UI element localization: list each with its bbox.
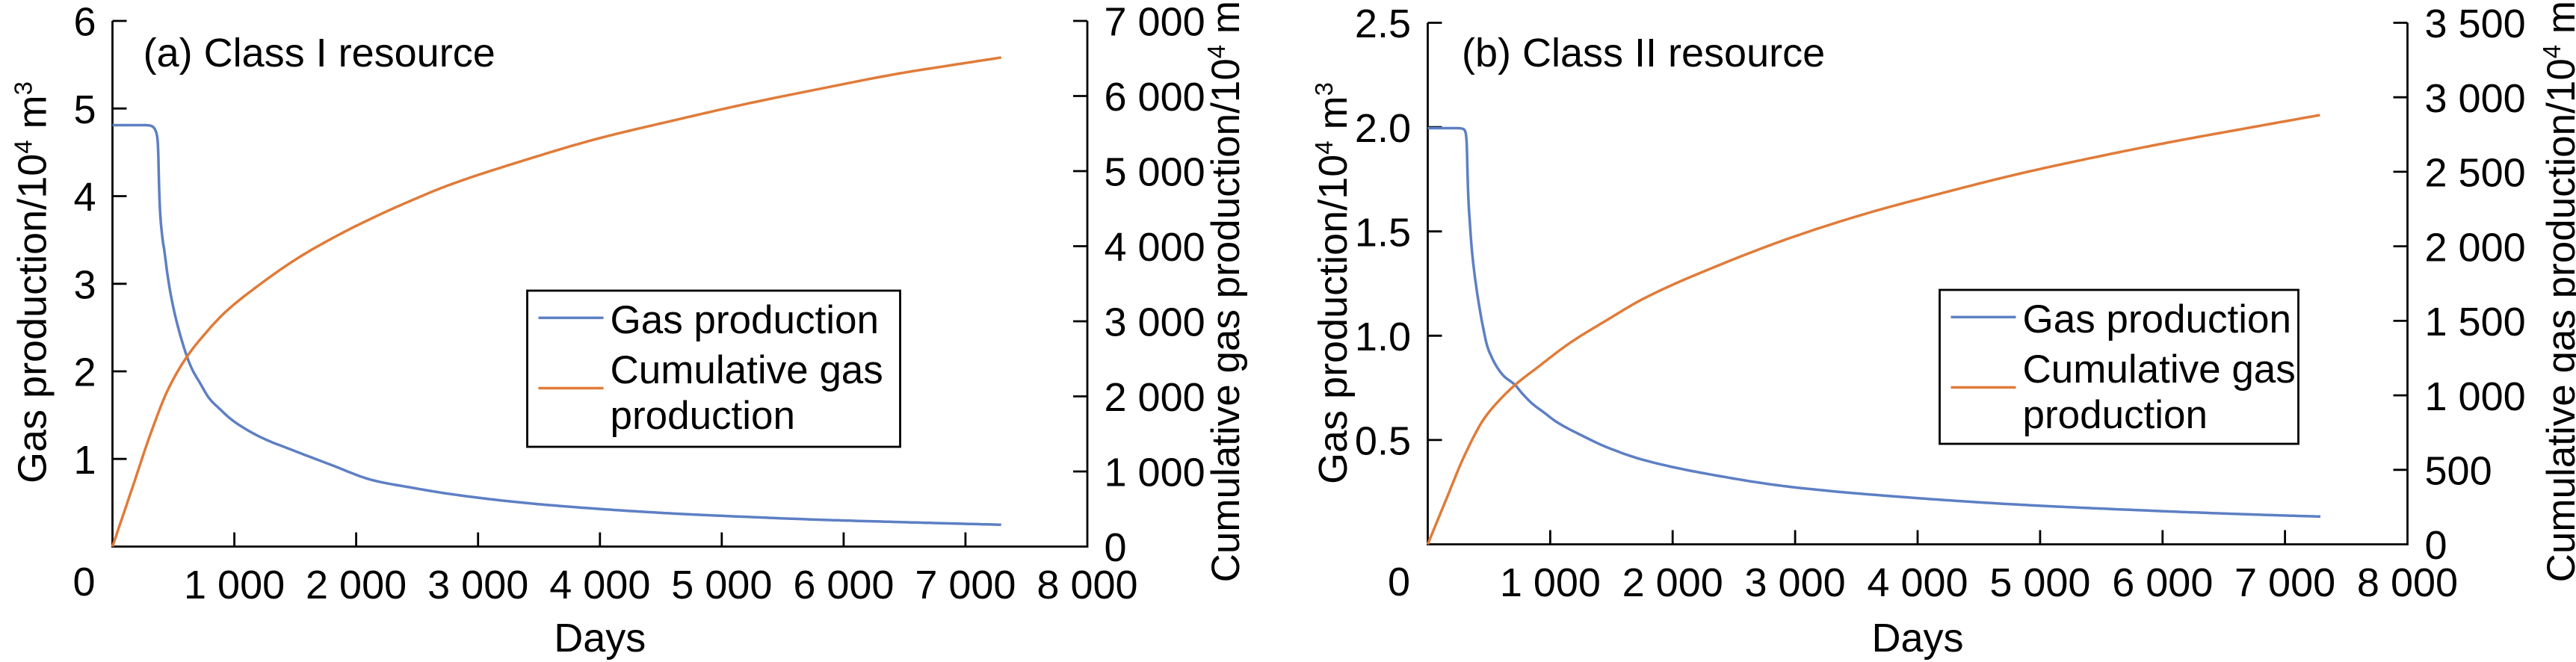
svg-text:2: 2 — [73, 350, 96, 395]
svg-text:0: 0 — [1388, 560, 1410, 604]
svg-text:0.5: 0.5 — [1355, 419, 1411, 464]
svg-text:(a) Class I resource: (a) Class I resource — [143, 31, 495, 75]
svg-text:0: 0 — [72, 560, 95, 604]
svg-text:7 000: 7 000 — [1105, 0, 1205, 45]
svg-text:1 000: 1 000 — [2425, 374, 2526, 419]
svg-text:2 000: 2 000 — [2425, 225, 2526, 270]
svg-text:3 000: 3 000 — [1745, 560, 1846, 605]
svg-text:2 000: 2 000 — [306, 563, 407, 607]
svg-text:Cumulative gas production/104: Cumulative gas production/104 m3 — [1202, 0, 1248, 582]
svg-text:2.0: 2.0 — [1355, 106, 1411, 151]
svg-text:4 000: 4 000 — [549, 563, 650, 607]
svg-text:production: production — [2023, 393, 2208, 437]
svg-text:Gas production: Gas production — [611, 298, 879, 342]
svg-text:3 000: 3 000 — [1105, 300, 1205, 345]
svg-text:production: production — [611, 394, 796, 438]
svg-text:3: 3 — [73, 262, 96, 307]
svg-text:5: 5 — [73, 87, 96, 132]
svg-text:6 000: 6 000 — [1105, 75, 1205, 120]
svg-text:6: 6 — [73, 0, 96, 45]
svg-text:2 500: 2 500 — [2425, 151, 2526, 196]
svg-text:500: 500 — [2425, 449, 2492, 494]
svg-text:4 000: 4 000 — [1105, 225, 1205, 270]
svg-text:7 000: 7 000 — [915, 563, 1016, 607]
svg-text:1.0: 1.0 — [1355, 315, 1411, 359]
svg-text:8 000: 8 000 — [1037, 563, 1137, 607]
svg-text:6 000: 6 000 — [2112, 560, 2213, 605]
svg-text:3 500: 3 500 — [2425, 1, 2526, 46]
svg-text:3 000: 3 000 — [427, 563, 528, 607]
svg-text:5 000: 5 000 — [1105, 150, 1205, 195]
svg-text:Days: Days — [554, 616, 646, 661]
svg-text:1 000: 1 000 — [1500, 560, 1601, 605]
svg-text:8 000: 8 000 — [2357, 560, 2458, 605]
svg-text:7 000: 7 000 — [2234, 560, 2335, 605]
svg-text:2 000: 2 000 — [1622, 560, 1723, 605]
svg-text:Gas production/104 m3: Gas production/104 m3 — [10, 81, 55, 483]
svg-text:1 000: 1 000 — [1105, 451, 1205, 495]
svg-text:Gas production: Gas production — [2023, 297, 2291, 341]
svg-text:5 000: 5 000 — [1989, 560, 2090, 605]
svg-text:0: 0 — [2425, 523, 2447, 568]
svg-text:1: 1 — [73, 438, 96, 483]
svg-text:4 000: 4 000 — [1867, 560, 1968, 605]
svg-text:1 000: 1 000 — [184, 563, 285, 607]
svg-text:Cumulative gas production/104: Cumulative gas production/104 m3 — [2538, 0, 2576, 582]
svg-text:0: 0 — [1105, 525, 1127, 570]
svg-text:(b) Class II resource: (b) Class II resource — [1462, 31, 1825, 75]
svg-text:2 000: 2 000 — [1105, 375, 1205, 420]
svg-text:Cumulative gas: Cumulative gas — [2023, 347, 2296, 392]
svg-text:3 000: 3 000 — [2425, 76, 2526, 121]
svg-text:1.5: 1.5 — [1355, 210, 1411, 255]
svg-text:2.5: 2.5 — [1355, 1, 1411, 46]
svg-text:1 500: 1 500 — [2425, 300, 2526, 344]
svg-text:6 000: 6 000 — [793, 563, 894, 607]
svg-text:Cumulative gas: Cumulative gas — [611, 348, 883, 392]
svg-text:4: 4 — [73, 175, 96, 220]
svg-text:Days: Days — [1871, 616, 1963, 661]
svg-text:5 000: 5 000 — [671, 563, 772, 607]
svg-text:Gas production/104 m3: Gas production/104 m3 — [1310, 82, 1356, 484]
